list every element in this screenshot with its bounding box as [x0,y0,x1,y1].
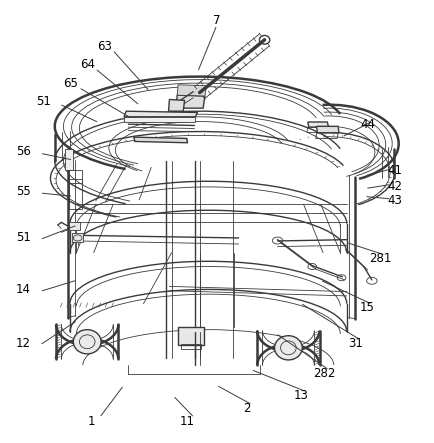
Polygon shape [176,95,205,108]
Polygon shape [168,100,184,111]
Text: 13: 13 [294,389,309,402]
Ellipse shape [275,336,302,360]
Text: 43: 43 [388,194,403,207]
Bar [72,233,83,242]
Text: 15: 15 [360,301,375,314]
Text: 55: 55 [16,185,30,198]
Text: 281: 281 [369,252,392,265]
Text: 64: 64 [80,58,95,71]
Polygon shape [308,122,329,127]
Text: 63: 63 [97,40,112,53]
Text: 282: 282 [313,367,335,380]
Text: 44: 44 [360,118,375,131]
Bar [69,222,80,230]
Text: 1: 1 [88,415,95,428]
Bar [65,149,73,170]
Bar [69,179,82,210]
Text: 42: 42 [388,179,403,193]
Text: 14: 14 [16,284,31,296]
Text: 12: 12 [16,337,31,350]
Polygon shape [316,126,339,133]
Text: 2: 2 [243,402,250,415]
Polygon shape [177,85,207,96]
Bar [178,327,204,345]
Text: 51: 51 [16,231,31,245]
Text: 31: 31 [348,337,363,350]
Ellipse shape [73,330,101,354]
Text: 51: 51 [36,95,50,108]
Bar [69,170,82,183]
Bar [181,344,201,349]
Text: 7: 7 [213,14,221,27]
Polygon shape [124,117,195,122]
Text: 56: 56 [16,145,31,158]
Polygon shape [124,111,197,117]
Text: 11: 11 [180,415,195,428]
Text: 65: 65 [63,78,78,90]
Text: 41: 41 [388,164,403,177]
Polygon shape [134,137,187,143]
